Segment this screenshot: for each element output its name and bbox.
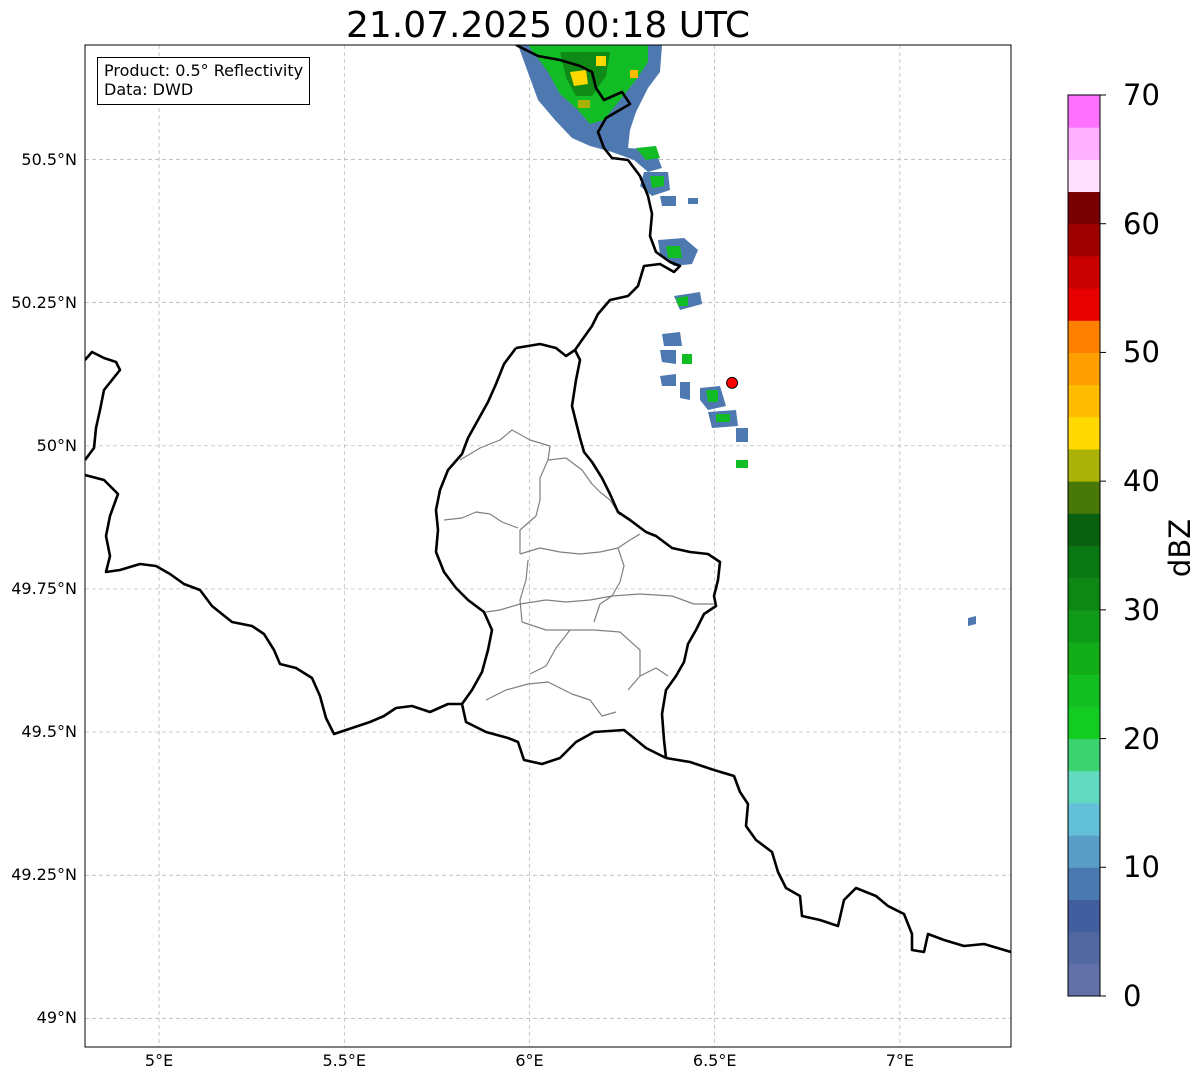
lat-tick-label: 49.75°N xyxy=(11,578,77,598)
colorbar-segment xyxy=(1068,642,1100,675)
colorbar-tick-label: 0 xyxy=(1123,979,1142,1013)
lon-tick-label: 5.5°E xyxy=(322,1051,367,1070)
echo-cell xyxy=(680,382,690,400)
colorbar-segment xyxy=(1068,674,1100,707)
echo-cell xyxy=(660,196,676,206)
colorbar-label: dBZ xyxy=(1163,518,1197,578)
echo-core-yellow-4 xyxy=(630,70,638,78)
echo-cell xyxy=(736,460,748,468)
lon-tick-label: 7°E xyxy=(885,1051,915,1070)
lon-tick-label: 6.5°E xyxy=(692,1051,737,1070)
product-label: Product: 0.5° Reflectivity xyxy=(104,61,304,80)
colorbar xyxy=(1067,94,1106,997)
echo-cell xyxy=(736,428,748,442)
boundaries xyxy=(85,45,1011,954)
echo-cell xyxy=(662,332,682,346)
colorbar-segment xyxy=(1068,384,1100,418)
national-borders xyxy=(85,45,1011,954)
colorbar-segment xyxy=(1068,899,1100,933)
colorbar-tick-label: 10 xyxy=(1123,850,1160,885)
colorbar-tick-label: 50 xyxy=(1123,335,1160,370)
border-france-germany xyxy=(665,756,1011,954)
colorbar-segment xyxy=(1068,609,1100,643)
colorbar-tick-label: 40 xyxy=(1123,464,1160,499)
echo-core-yellow-2 xyxy=(596,56,606,66)
colorbar-tick-label: 20 xyxy=(1123,721,1160,756)
data-source-label: Data: DWD xyxy=(104,80,194,99)
border-luxembourg-west xyxy=(434,347,667,766)
colorbar-segment xyxy=(1068,963,1100,997)
colorbar-segment xyxy=(1068,706,1100,740)
colorbar-segment xyxy=(1068,867,1100,900)
echo-cell xyxy=(688,198,698,204)
border-france-belgium xyxy=(85,473,462,736)
border-belgium-germany-north xyxy=(515,45,682,351)
colorbar-segment xyxy=(1068,835,1100,868)
radar-echoes xyxy=(518,45,976,626)
border-luxembourg-belgium-germany xyxy=(515,342,722,759)
lat-tick-label: 49.5°N xyxy=(21,722,77,742)
colorbar-frame xyxy=(1067,94,1101,997)
radar-site-marker xyxy=(726,376,739,389)
lat-tick-label: 49.25°N xyxy=(11,865,77,885)
colorbar-segment xyxy=(1068,577,1100,611)
echo-cell xyxy=(676,296,688,306)
lon-tick-label: 6°E xyxy=(515,1051,544,1070)
echo-cell xyxy=(706,390,718,402)
colorbar-segment xyxy=(1068,513,1100,546)
colorbar-segment xyxy=(1068,770,1100,804)
echo-cell xyxy=(968,616,976,626)
colorbar-segment xyxy=(1068,738,1100,772)
colorbar-segment xyxy=(1068,802,1100,836)
colorbar-tick-label: 70 xyxy=(1123,78,1160,112)
border-belgium-france-northwest xyxy=(85,350,122,461)
colorbar-segment xyxy=(1068,127,1100,160)
map-title: 21.07.2025 00:18 UTC xyxy=(345,5,751,46)
echo-cell xyxy=(682,354,692,364)
colorbar-segment xyxy=(1068,545,1100,579)
colorbar-segment xyxy=(1068,255,1100,289)
colorbar-segment xyxy=(1068,159,1100,193)
lat-tick-label: 50.5°N xyxy=(21,149,77,169)
echo-cell xyxy=(660,374,676,386)
lon-tick-label: 5°E xyxy=(144,1051,174,1070)
lat-tick-label: 49°N xyxy=(36,1008,77,1028)
colorbar-segment xyxy=(1068,448,1100,482)
echo-cell xyxy=(660,350,676,364)
colorbar-segment xyxy=(1068,416,1100,450)
canton-boundaries xyxy=(443,429,714,717)
colorbar-segment xyxy=(1068,288,1100,321)
colorbar-tick-label: 30 xyxy=(1123,592,1160,627)
colorbar-segment xyxy=(1068,223,1100,257)
colorbar-segment xyxy=(1068,320,1100,353)
colorbar-segment xyxy=(1068,191,1100,225)
colorbar-segment xyxy=(1068,352,1100,386)
lat-tick-label: 50.25°N xyxy=(11,292,77,312)
echo-cell xyxy=(636,146,660,160)
map-frame xyxy=(84,44,1012,1048)
colorbar-segment xyxy=(1068,481,1100,514)
echo-cell xyxy=(716,414,730,422)
echo-core-yellow-3 xyxy=(578,100,590,108)
graticule xyxy=(85,45,1011,1047)
colorbar-tick-label: 60 xyxy=(1123,206,1160,241)
info-box: Product: 0.5° Reflectivity Data: DWD xyxy=(97,57,311,105)
colorbar-segment xyxy=(1068,931,1100,965)
echo-core-yellow-1 xyxy=(570,70,588,86)
colorbar-segment xyxy=(1068,95,1100,128)
map-background xyxy=(85,45,1011,1047)
lat-tick-label: 50°N xyxy=(36,435,77,455)
echo-cell xyxy=(666,246,682,258)
echo-cell xyxy=(650,176,664,188)
